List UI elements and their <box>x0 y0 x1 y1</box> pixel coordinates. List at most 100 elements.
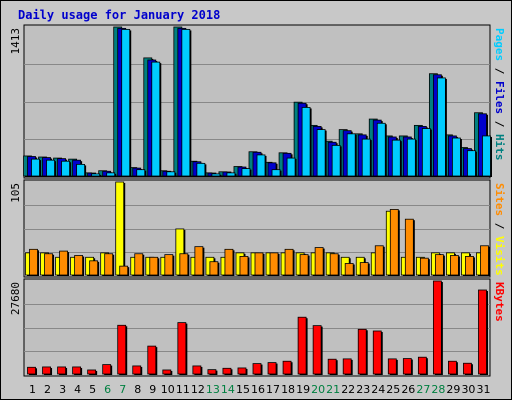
bar-kbytes-day-4 <box>72 366 82 375</box>
bar-kbytes-day-18 <box>282 360 292 375</box>
bar-kbytes-day-22 <box>342 358 352 375</box>
legend-entry: Hits <box>493 134 506 161</box>
x-tick-day-14: 14 <box>221 383 235 396</box>
bar-pages-day-11 <box>181 29 191 177</box>
x-tick-day-20: 20 <box>311 383 325 396</box>
x-tick-day-16: 16 <box>251 383 265 396</box>
bar-pages-day-14 <box>226 172 236 177</box>
x-tick-day-4: 4 <box>74 383 81 396</box>
x-tick-day-18: 18 <box>281 383 295 396</box>
bar-sites-day-24 <box>374 245 384 276</box>
panel-legend: Pages / Files / Hits <box>493 28 506 161</box>
x-tick-day-15: 15 <box>236 383 250 396</box>
x-tick-day-13: 13 <box>206 383 220 396</box>
bar-kbytes-day-24 <box>372 330 382 375</box>
bar-sites-day-4 <box>74 255 84 276</box>
bar-pages-day-8 <box>136 169 146 177</box>
bar-sites-day-17 <box>269 252 279 276</box>
bar-kbytes-day-31 <box>478 289 487 375</box>
x-tick-day-8: 8 <box>134 383 141 396</box>
x-tick-day-11: 11 <box>176 383 190 396</box>
bar-kbytes-day-16 <box>252 363 262 375</box>
x-tick-day-27: 27 <box>416 383 430 396</box>
bar-pages-day-6 <box>106 172 116 177</box>
bar-pages-day-29 <box>452 137 461 177</box>
bar-sites-day-28 <box>434 254 444 276</box>
bar-pages-day-27 <box>421 128 431 177</box>
bar-pages-day-24 <box>376 122 386 177</box>
bar-kbytes-day-5 <box>87 369 97 375</box>
legend-entry: Files <box>493 81 506 114</box>
panel-1: 1413 Pages / Files / Hits <box>9 24 506 179</box>
bar-sites-day-12 <box>194 246 204 276</box>
bar-kbytes-day-26 <box>402 358 412 375</box>
bar-kbytes-day-29 <box>448 360 457 375</box>
bar-pages-day-19 <box>301 107 311 177</box>
bar-kbytes-day-25 <box>387 358 397 375</box>
bar-pages-day-20 <box>316 129 326 177</box>
panel-2: 105 Sites / Visits <box>9 179 506 278</box>
bar-kbytes-day-21 <box>327 358 337 375</box>
bar-sites-day-11 <box>179 253 189 276</box>
chart-panels: 1413 Pages / Files / Hits 105 Sites / Visit… <box>9 24 506 377</box>
bar-pages-day-16 <box>256 154 266 177</box>
bar-sites-day-3 <box>59 250 68 276</box>
bar-kbytes-day-27 <box>417 356 427 375</box>
bar-visits-day-7 <box>115 181 125 276</box>
panel-max-label: 27680 <box>9 282 22 315</box>
bar-pages-day-3 <box>61 160 70 177</box>
x-tick-day-5: 5 <box>89 383 96 396</box>
bar-pages-day-22 <box>346 133 356 177</box>
panel-legend: KBytes <box>493 282 506 322</box>
bar-sites-day-26 <box>404 218 414 276</box>
panel-legend: Sites / Visits <box>493 183 506 276</box>
x-tick-day-26: 26 <box>401 383 415 396</box>
x-tick-day-3: 3 <box>59 383 66 396</box>
bar-sites-day-16 <box>254 252 264 276</box>
bar-sites-day-18 <box>284 248 294 276</box>
bar-pages-day-17 <box>271 169 281 177</box>
panel-3: 27680 KBytes <box>9 278 506 377</box>
bar-sites-day-22 <box>344 263 354 276</box>
bar-pages-day-5 <box>91 173 101 177</box>
bar-kbytes-day-20 <box>312 325 322 375</box>
bar-sites-day-19 <box>299 254 309 276</box>
x-tick-day-2: 2 <box>44 383 51 396</box>
legend-entry: / <box>493 61 506 81</box>
bar-pages-day-21 <box>331 145 341 177</box>
bar-pages-day-23 <box>361 138 371 177</box>
x-tick-day-29: 29 <box>446 383 460 396</box>
bar-sites-day-14 <box>224 248 234 276</box>
legend-entry: KBytes <box>493 282 506 322</box>
bar-sites-day-29 <box>450 255 459 276</box>
bar-kbytes-day-15 <box>237 367 247 375</box>
x-tick-day-12: 12 <box>191 383 205 396</box>
bar-pages-day-7 <box>121 29 131 177</box>
bar-kbytes-day-2 <box>42 366 51 375</box>
x-tick-day-1: 1 <box>29 383 36 396</box>
x-tick-day-22: 22 <box>341 383 355 396</box>
x-tick-day-6: 6 <box>104 383 111 396</box>
bar-kbytes-day-17 <box>267 362 277 375</box>
bar-kbytes-day-14 <box>222 367 232 375</box>
bar-pages-day-31 <box>482 135 491 177</box>
bar-pages-day-2 <box>46 159 55 177</box>
bar-kbytes-day-6 <box>102 364 112 375</box>
bar-sites-day-20 <box>314 247 324 276</box>
bar-kbytes-day-12 <box>192 365 202 375</box>
bar-pages-day-28 <box>436 77 446 177</box>
bar-sites-day-25 <box>389 209 399 276</box>
bar-kbytes-day-13 <box>207 369 217 375</box>
bar-sites-day-7 <box>119 265 129 276</box>
bar-sites-day-30 <box>465 255 474 276</box>
legend-entry: Pages <box>493 28 506 61</box>
bar-kbytes-day-11 <box>177 322 187 375</box>
x-tick-day-25: 25 <box>386 383 400 396</box>
bar-sites-day-21 <box>329 253 339 276</box>
bar-kbytes-day-23 <box>357 328 367 375</box>
bar-pages-day-10 <box>166 171 176 177</box>
bar-kbytes-day-30 <box>463 362 472 375</box>
bar-pages-day-4 <box>76 164 86 177</box>
bar-sites-day-1 <box>29 248 38 276</box>
